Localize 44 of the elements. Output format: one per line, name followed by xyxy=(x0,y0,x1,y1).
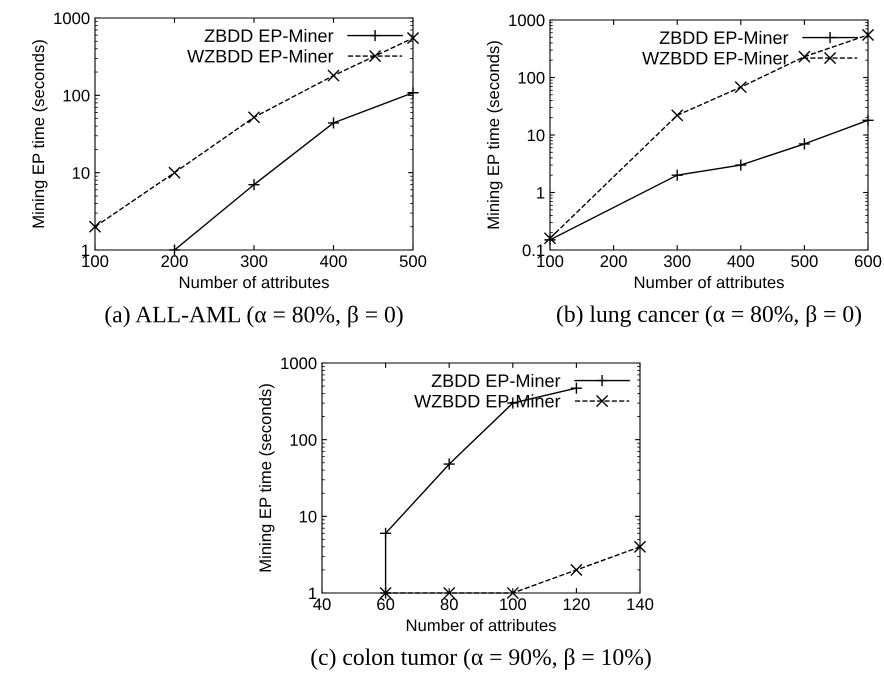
x-tick-label: 400 xyxy=(727,255,754,268)
x-tick-label: 60 xyxy=(377,598,394,610)
y-tick-label: 10 xyxy=(72,167,90,179)
x-tick-label: 100 xyxy=(500,598,526,610)
y-axis-title: Mining EP time (seconds) xyxy=(32,40,48,228)
y-tick-label: 1 xyxy=(309,588,316,600)
x-tick-label: 100 xyxy=(82,255,108,268)
x-tick-label: 500 xyxy=(400,255,426,268)
x-axis-title: Number of attributes xyxy=(634,276,784,288)
x-tick-label: 40 xyxy=(313,598,331,610)
x-tick-label: 200 xyxy=(600,255,627,268)
y-tick-label: 100 xyxy=(518,72,544,84)
x-tick-label: 200 xyxy=(161,255,188,268)
x-tick-label: 300 xyxy=(664,255,690,268)
y-axis-title: Mining EP time (seconds) xyxy=(486,41,503,228)
x-axis-title: Number of attributes xyxy=(406,618,556,632)
legend-label: ZBDD EP-Miner xyxy=(660,30,788,44)
y-tick-label: 1 xyxy=(537,187,544,199)
x-tick-label: 100 xyxy=(537,255,564,268)
y-tick-label: 100 xyxy=(64,90,90,102)
text: (a) ALL-AML (α = 80%, β = 0) xyxy=(105,306,403,328)
y-axis-title: Mining EP time (seconds) xyxy=(258,384,275,572)
x-tick-label: 80 xyxy=(440,598,458,610)
x-tick-label: 600 xyxy=(854,255,882,268)
x-axis-title: Number of attributes xyxy=(180,276,329,288)
y-tick-label: 100 xyxy=(290,434,316,446)
text: (b) lung cancer (α = 80%, β = 0) xyxy=(557,305,861,327)
x-tick-label: 400 xyxy=(320,255,347,268)
legend-label: ZBDD EP-Miner xyxy=(432,374,560,388)
y-tick-label: 1000 xyxy=(281,357,316,370)
x-tick-label: 300 xyxy=(240,255,268,268)
x-tick-label: 120 xyxy=(564,598,590,610)
y-tick-label: 10 xyxy=(300,510,316,523)
y-tick-label: 1 xyxy=(82,244,90,256)
y-tick-label: 1000 xyxy=(509,14,544,26)
x-tick-label: 140 xyxy=(627,598,654,610)
y-tick-label: 1000 xyxy=(54,12,90,24)
x-tick-label: 500 xyxy=(791,255,818,268)
y-tick-label: 0.1 xyxy=(522,244,544,256)
legend-label: WZBDD EP-Miner xyxy=(642,51,788,65)
text: (c) colon tumor (α = 90%, β = 10%) xyxy=(311,648,651,670)
legend-label: ZBDD EP-Miner xyxy=(204,28,334,42)
y-tick-label: 10 xyxy=(528,129,544,142)
legend-label: WZBDD EP-Miner xyxy=(187,49,334,63)
